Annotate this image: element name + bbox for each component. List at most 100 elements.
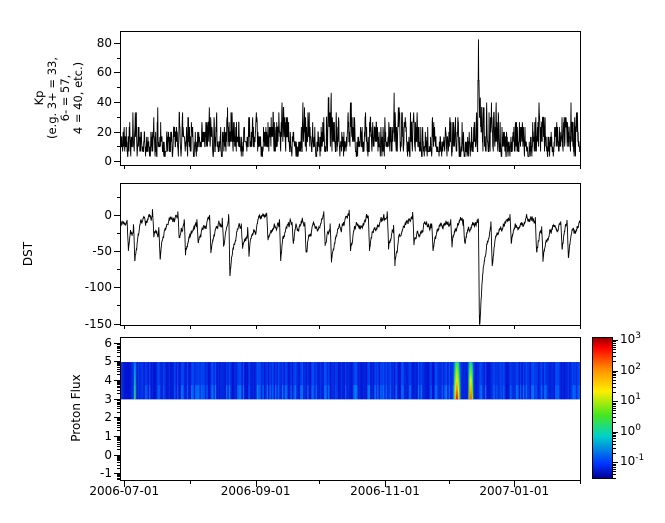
flux-log-minor-ytick bbox=[117, 362, 120, 364]
colorbar-minor-tick bbox=[613, 379, 616, 381]
flux-log-minor-ytick bbox=[117, 406, 120, 408]
kp-month-xtick bbox=[514, 165, 516, 169]
dst-major-ytick bbox=[114, 323, 120, 325]
colorbar-exponent: 3 bbox=[635, 331, 642, 342]
flux-log-minor-ytick bbox=[117, 467, 120, 469]
axis-major-xtick bbox=[255, 480, 257, 487]
flux-log-minor-ytick bbox=[117, 399, 120, 401]
x-tick-label-jan: 2007-01-01 bbox=[479, 484, 550, 498]
colorbar-tick-label: 103 bbox=[620, 331, 642, 347]
flux-log-minor-ytick bbox=[117, 474, 120, 476]
flux-ytick-label: 1 bbox=[104, 429, 112, 444]
flux-log-minor-ytick bbox=[117, 440, 120, 442]
flux-log-minor-ytick bbox=[117, 355, 120, 357]
axis-minor-xtick bbox=[448, 480, 450, 484]
colorbar-minor-tick bbox=[613, 349, 616, 351]
dst-panel bbox=[120, 183, 581, 326]
kp-minor-ytick bbox=[117, 116, 120, 118]
flux-log-minor-ytick bbox=[117, 350, 120, 352]
dst-major-ytick bbox=[114, 214, 120, 216]
flux-log-minor-ytick bbox=[117, 374, 120, 376]
flux-log-minor-ytick bbox=[117, 419, 120, 421]
colorbar-exponent: 2 bbox=[635, 361, 642, 372]
colorbar-minor-tick bbox=[613, 402, 616, 404]
colorbar-exponent: 1 bbox=[635, 392, 642, 403]
colorbar-minor-tick bbox=[613, 371, 616, 373]
flux-log-minor-ytick bbox=[117, 348, 120, 350]
flux-ytick-label: 5 bbox=[104, 354, 112, 369]
flux-log-minor-ytick bbox=[117, 368, 120, 370]
flux-log-minor-ytick bbox=[117, 402, 120, 404]
flux-ytick-label: 4 bbox=[104, 372, 112, 387]
colorbar-tick-label: 10-1 bbox=[620, 453, 645, 469]
axis-major-xtick bbox=[514, 480, 516, 487]
flux-ytick-label: -1 bbox=[100, 466, 112, 481]
dst-month-xtick bbox=[124, 325, 126, 329]
colorbar-tick-label: 102 bbox=[620, 361, 642, 377]
kp-ytick-label: 40 bbox=[96, 95, 112, 110]
flux-ytick-label: 2 bbox=[104, 410, 112, 425]
colorbar-minor-tick bbox=[613, 361, 616, 363]
flux-log-minor-ytick bbox=[117, 380, 120, 382]
flux-log-minor-ytick bbox=[117, 400, 120, 402]
colorbar bbox=[592, 337, 613, 479]
dst-major-ytick bbox=[114, 287, 120, 289]
kp-minor-ytick bbox=[117, 146, 120, 148]
colorbar-major-tick bbox=[613, 431, 618, 433]
dst-month-xtick bbox=[448, 325, 450, 329]
dst-month-xtick bbox=[514, 325, 516, 329]
colorbar-minor-tick bbox=[613, 422, 616, 424]
flux-log-minor-ytick bbox=[117, 382, 120, 384]
colorbar-minor-tick bbox=[613, 474, 616, 476]
flux-log-minor-ytick bbox=[117, 475, 120, 477]
flux-log-minor-ytick bbox=[117, 423, 120, 424]
colorbar-minor-tick bbox=[613, 410, 616, 412]
kp-ytick-label: 0 bbox=[104, 154, 112, 169]
kp-minor-ytick bbox=[117, 87, 120, 89]
flux-major-ytick bbox=[114, 417, 120, 419]
flux-log-minor-ytick bbox=[117, 381, 120, 383]
colorbar-major-tick bbox=[613, 401, 618, 403]
colorbar-tick-label: 101 bbox=[620, 392, 642, 408]
kp-major-ytick bbox=[114, 42, 120, 44]
colorbar-minor-tick bbox=[613, 407, 616, 409]
flux-log-minor-ytick bbox=[117, 437, 120, 439]
dst-minor-ytick bbox=[117, 232, 120, 234]
colorbar-minor-tick bbox=[613, 356, 616, 358]
colorbar-major-tick bbox=[613, 462, 618, 464]
colorbar-exponent: 0 bbox=[635, 422, 642, 433]
flux-major-ytick bbox=[114, 379, 120, 381]
dst-month-xtick bbox=[255, 325, 257, 329]
flux-log-minor-ytick bbox=[117, 457, 120, 459]
flux-log-minor-ytick bbox=[117, 366, 120, 368]
kp-major-ytick bbox=[114, 72, 120, 74]
flux-log-minor-ytick bbox=[117, 436, 120, 438]
colorbar-minor-tick bbox=[613, 346, 616, 348]
flux-log-minor-ytick bbox=[117, 393, 120, 395]
axis-minor-xtick bbox=[580, 480, 581, 484]
kp-month-xtick bbox=[580, 165, 581, 169]
kp-ytick-label: 20 bbox=[96, 124, 112, 139]
colorbar-tick-label: 100 bbox=[620, 422, 642, 438]
axis-minor-xtick bbox=[189, 480, 191, 484]
flux-major-ytick bbox=[114, 473, 120, 475]
flux-major-ytick bbox=[114, 454, 120, 456]
axis-minor-xtick bbox=[319, 480, 321, 484]
colorbar-minor-tick bbox=[613, 436, 616, 438]
flux-log-minor-ytick bbox=[117, 346, 120, 348]
dst-ytick-label: -50 bbox=[92, 244, 112, 259]
flux-log-minor-ytick bbox=[117, 430, 120, 432]
flux-log-minor-ytick bbox=[117, 401, 120, 403]
dst-minor-ytick bbox=[117, 269, 120, 271]
flux-log-minor-ytick bbox=[117, 449, 120, 451]
proton-flux-spectrogram bbox=[121, 362, 580, 400]
kp-ytick-label: 80 bbox=[96, 35, 112, 50]
kp-month-xtick bbox=[384, 165, 386, 169]
colorbar-minor-tick bbox=[613, 453, 616, 454]
colorbar-minor-tick bbox=[613, 352, 616, 354]
flux-log-minor-ytick bbox=[117, 384, 120, 386]
kp-month-xtick bbox=[255, 165, 257, 169]
colorbar-minor-tick bbox=[613, 468, 616, 470]
colorbar-minor-tick bbox=[613, 405, 616, 407]
dst-month-xtick bbox=[384, 325, 386, 329]
